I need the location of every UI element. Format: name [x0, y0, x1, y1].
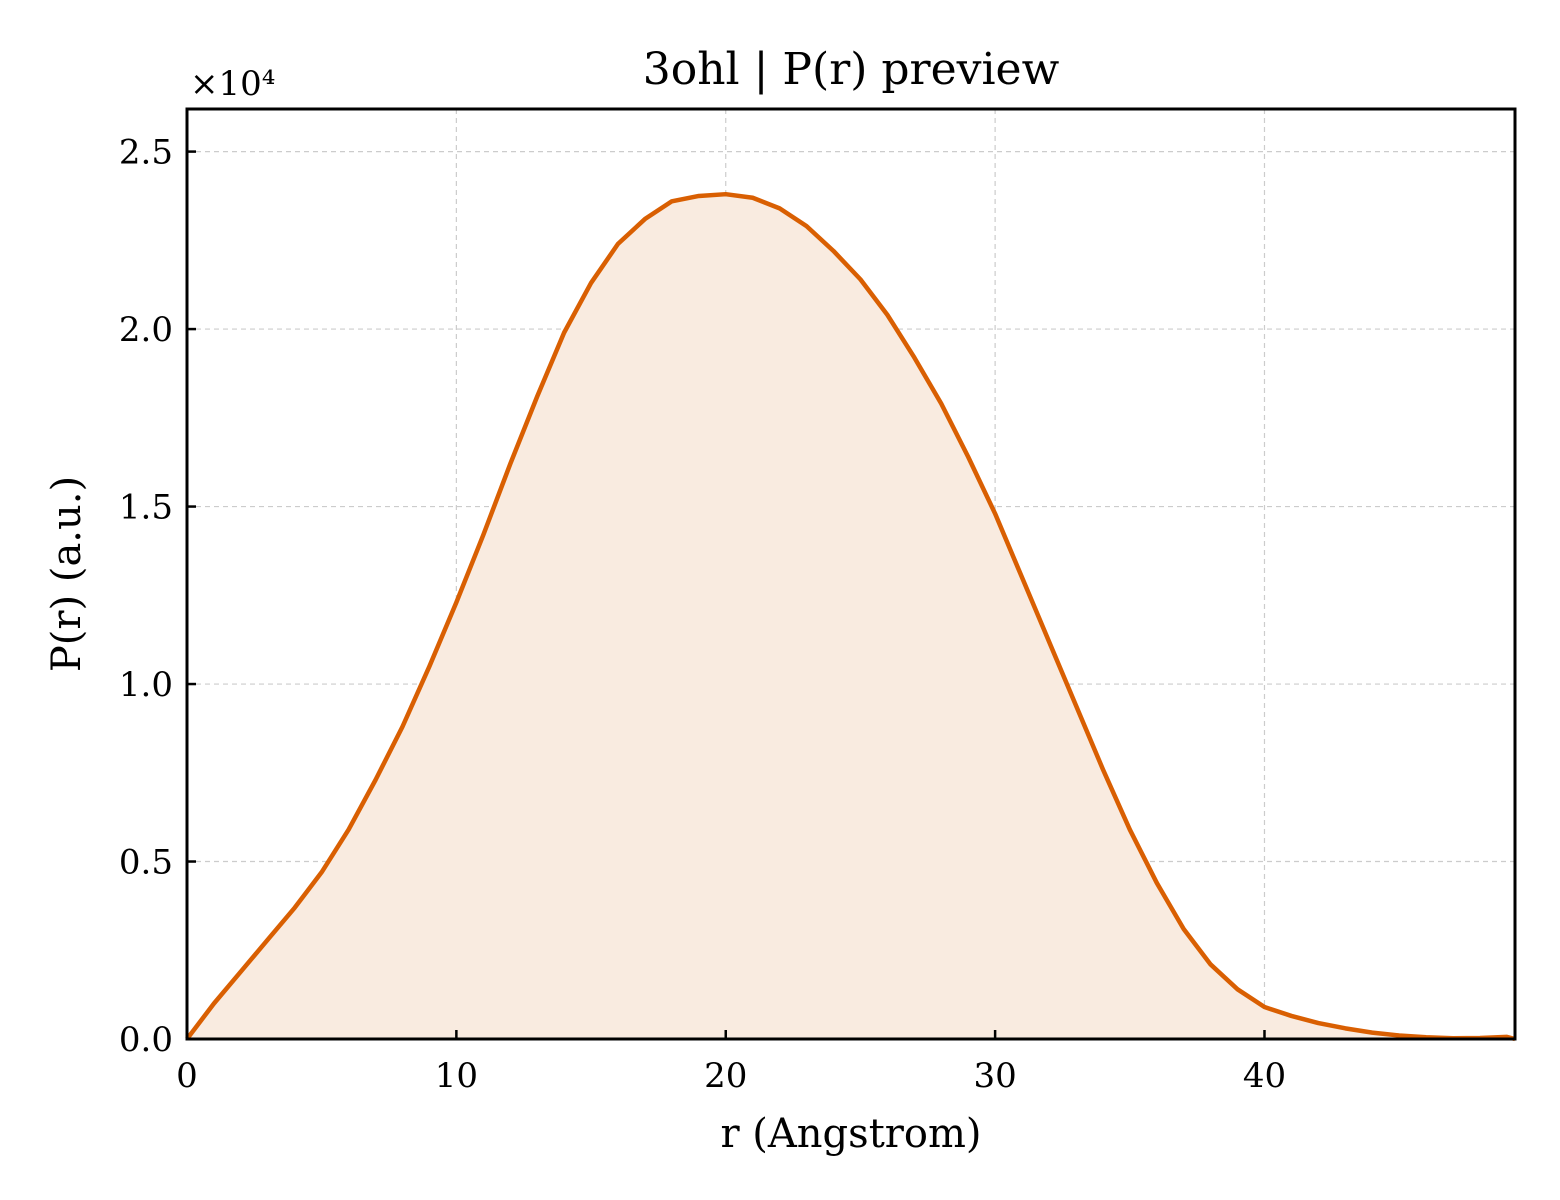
x-tick-label: 30 — [973, 1056, 1016, 1096]
y-tick-label: 1.5 — [119, 488, 173, 528]
x-tick-label: 20 — [704, 1056, 747, 1096]
chart-title: 3ohl | P(r) preview — [643, 44, 1060, 95]
y-tick-label: 2.5 — [119, 133, 173, 173]
x-tick-label: 40 — [1243, 1056, 1286, 1096]
x-axis-label: r (Angstrom) — [720, 1111, 981, 1157]
x-tick-label: 0 — [176, 1056, 198, 1096]
x-tick-label: 10 — [435, 1056, 478, 1096]
y-axis-label: P(r) (a.u.) — [44, 476, 90, 672]
y-tick-label: 0.0 — [119, 1020, 173, 1060]
y-tick-label: 2.0 — [119, 310, 173, 350]
pr-curve-line — [185, 191, 1516, 1042]
pr-area-fill — [187, 194, 1515, 1039]
y-offset-label: ×10⁴ — [190, 64, 275, 104]
plot-frame — [185, 107, 1517, 1041]
y-tick-label: 0.5 — [119, 843, 173, 883]
y-tick-label: 1.0 — [119, 665, 173, 705]
